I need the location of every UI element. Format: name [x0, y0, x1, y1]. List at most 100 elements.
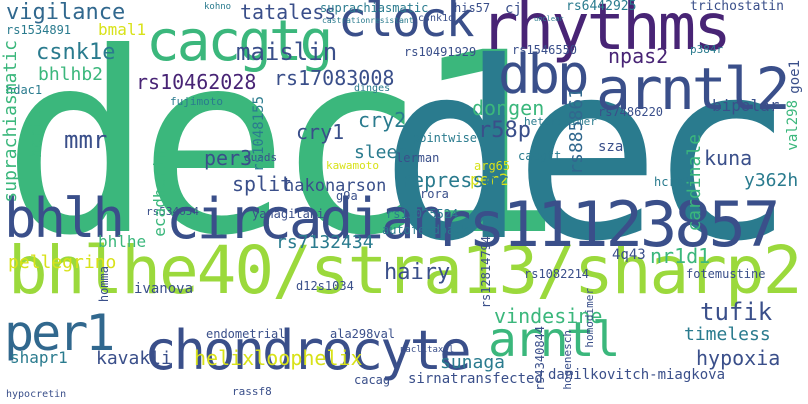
word-repressor: repressor: [400, 168, 509, 192]
word-rs10462028: rs10462028: [136, 70, 257, 94]
word-hcrt2: hcrt2: [654, 175, 691, 189]
word-cacgtg: cacgtg: [146, 9, 333, 74]
word-kawamoto: kawamoto: [326, 159, 379, 172]
word-quads: quads: [244, 151, 278, 164]
word-kuna: kuna: [704, 146, 753, 170]
word-arntl: arntl: [488, 312, 620, 368]
word-unclear: unclear: [534, 15, 564, 23]
word-rora: rora: [420, 187, 449, 201]
word-hcrt1: hcrt1: [26, 110, 45, 159]
word-vindesine: vindesine: [494, 304, 603, 328]
word-ala298val: ala298val: [330, 327, 396, 341]
word-paclitaxel: paclitaxel: [400, 345, 455, 355]
word-per2: per2: [470, 170, 509, 189]
word-cry1: cry1: [296, 120, 345, 144]
word-trichostatin: trichostatin: [690, 0, 784, 14]
word-rassf8: rassf8: [232, 385, 272, 398]
word-circadian: circadian: [166, 187, 445, 252]
word-bhlhe: bhlhe: [98, 232, 147, 251]
word-heterodimer: heterodimer: [524, 115, 597, 128]
word-fujimoto: fujimoto: [170, 95, 223, 108]
word-y362h: y362h: [744, 170, 799, 191]
word-his57: his57: [454, 1, 491, 15]
word-shapr1: shapr1: [10, 348, 68, 367]
word-tufik: tufik: [700, 298, 773, 326]
word-rs13025524: rs13025524: [386, 207, 459, 221]
word-cacag: cacag: [354, 373, 391, 387]
word-rs4340844: rs4340844: [533, 326, 547, 392]
word-homma: homma: [97, 266, 111, 303]
word-arg65: arg65: [474, 159, 511, 173]
word-dec1: dec1: [2, 0, 562, 290]
word-suprachiasmatic-vertical: suprachiasmatic: [0, 40, 21, 203]
word-sleep: sleep: [354, 142, 409, 163]
word-g9a: g9a: [336, 189, 358, 203]
word-clock: clock: [338, 0, 474, 48]
word-vigilance: vigilance: [6, 0, 126, 25]
word-bipolar: bipolar: [712, 96, 780, 115]
word-yanagitani: yanagitani: [252, 207, 325, 221]
word-pellegrino: pellegrino: [8, 252, 117, 273]
word-bmal1: bmal1: [98, 20, 147, 39]
word-ecadherin: ecadherin: [150, 150, 169, 237]
word-fotemustine: fotemustine: [686, 267, 766, 281]
word-hypocretin: hypocretin: [6, 389, 67, 400]
word-suprachiasmatic-top: suprachiasmatic: [320, 1, 429, 15]
word-split: split: [232, 172, 293, 196]
word-maislin: maislin: [236, 38, 338, 66]
word-rs17083008: rs17083008: [274, 66, 395, 90]
word-rs11123857: rs11123857: [434, 188, 780, 261]
word-ivanova: ivanova: [134, 281, 194, 297]
word-rs1546550: rs1546550: [512, 43, 578, 57]
word-val298: val298: [785, 100, 801, 151]
word-sunaga: sunaga: [440, 352, 506, 373]
word-sirnatransfected: sirnatransfected: [408, 371, 543, 387]
word-hairy: hairy: [384, 260, 451, 285]
word-d12s1034: d12s1034: [296, 279, 354, 293]
word-autofeedback: autofeedback: [382, 223, 469, 237]
word-cry2: cry2: [358, 108, 407, 132]
word-nr1d1: nr1d1: [650, 244, 711, 268]
word-bhlhb2: bhlhb2: [38, 64, 104, 85]
word-bhlh: bhlh: [4, 187, 125, 250]
word-timeless: timeless: [684, 324, 771, 345]
word-danilkovitch: danilkovitch-miagkova: [548, 367, 726, 383]
word-cacgtt: cacgtt: [518, 149, 562, 163]
word-rhythms: rhythms: [480, 0, 732, 65]
word-rs6442925: rs6442925: [566, 0, 637, 14]
word-dec: dec: [380, 10, 794, 295]
word-cardinale: cardinale: [684, 134, 705, 232]
word-hdac1: hdac1: [6, 83, 43, 97]
word-kavakli: kavakli: [96, 348, 172, 369]
word-dinges: dinges: [354, 83, 391, 94]
word-castrationresistant: castrationresistant: [322, 16, 414, 25]
word-bhlhe40: bhlhe40/stra13/sharp2: [8, 232, 802, 309]
word-rs885861: rs885861: [566, 88, 587, 175]
word-csnk1e: csnk1e: [36, 40, 116, 65]
word-arntl2: arntl2: [596, 55, 791, 123]
word-dbp: dbp: [498, 43, 590, 106]
word-4q43: 4q43: [612, 247, 646, 263]
word-hypoxia: hypoxia: [696, 346, 781, 370]
word-helixloophelix: helixloophelix: [194, 346, 363, 370]
word-r58p: r58p: [478, 118, 531, 143]
word-rs7132434: rs7132434: [276, 232, 374, 253]
word-homodimer: homodimer: [583, 288, 596, 348]
word-tataless: tataless: [240, 0, 337, 24]
word-mmr: mmr: [64, 126, 108, 154]
word-lerman: lerman: [396, 151, 440, 165]
word-npas2: npas2: [608, 44, 669, 68]
word-hakonarson: hakonarson: [284, 176, 387, 196]
word-pointwise: pointwise: [412, 131, 478, 145]
word-hogenesch: hogenesch: [561, 330, 574, 390]
word-rs10491929: rs10491929: [404, 45, 477, 59]
word-csnk1d: csnk1d: [418, 13, 455, 24]
word-dongen: dongen: [472, 96, 545, 120]
word-cj: cj: [505, 1, 522, 17]
word-rs534654: rs534654: [146, 205, 199, 218]
word-rs1082214: rs1082214: [524, 267, 590, 281]
word-p384r: p384r: [690, 43, 724, 56]
word-per3: per3: [204, 146, 253, 170]
word-endometrial: endometrial: [206, 327, 286, 341]
word-rs1534891: rs1534891: [6, 23, 72, 37]
